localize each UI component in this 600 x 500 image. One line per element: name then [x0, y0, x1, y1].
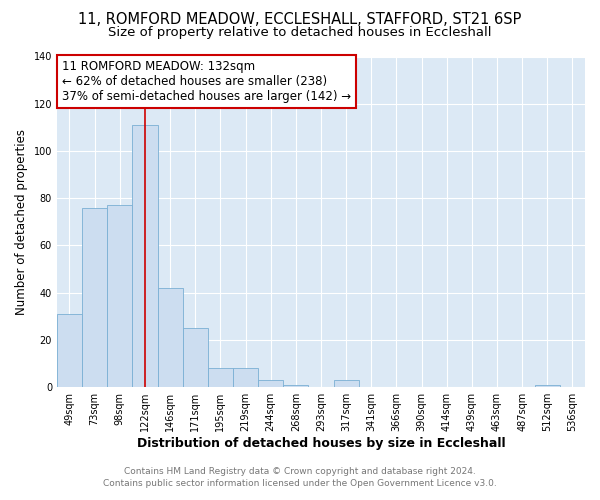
Text: 11, ROMFORD MEADOW, ECCLESHALL, STAFFORD, ST21 6SP: 11, ROMFORD MEADOW, ECCLESHALL, STAFFORD… [79, 12, 521, 28]
Bar [82, 208, 107, 387]
Bar [158, 288, 182, 387]
Bar [334, 380, 359, 387]
Bar [535, 385, 560, 387]
Bar [208, 368, 233, 387]
Bar [57, 314, 82, 387]
Text: Contains HM Land Registry data © Crown copyright and database right 2024.
Contai: Contains HM Land Registry data © Crown c… [103, 466, 497, 487]
Bar [182, 328, 208, 387]
Text: 11 ROMFORD MEADOW: 132sqm
← 62% of detached houses are smaller (238)
37% of semi: 11 ROMFORD MEADOW: 132sqm ← 62% of detac… [62, 60, 352, 103]
Bar [283, 385, 308, 387]
Text: Size of property relative to detached houses in Eccleshall: Size of property relative to detached ho… [108, 26, 492, 39]
Bar [258, 380, 283, 387]
Bar [133, 125, 158, 387]
Y-axis label: Number of detached properties: Number of detached properties [15, 129, 28, 315]
Bar [107, 206, 133, 387]
X-axis label: Distribution of detached houses by size in Eccleshall: Distribution of detached houses by size … [137, 437, 505, 450]
Bar [233, 368, 258, 387]
